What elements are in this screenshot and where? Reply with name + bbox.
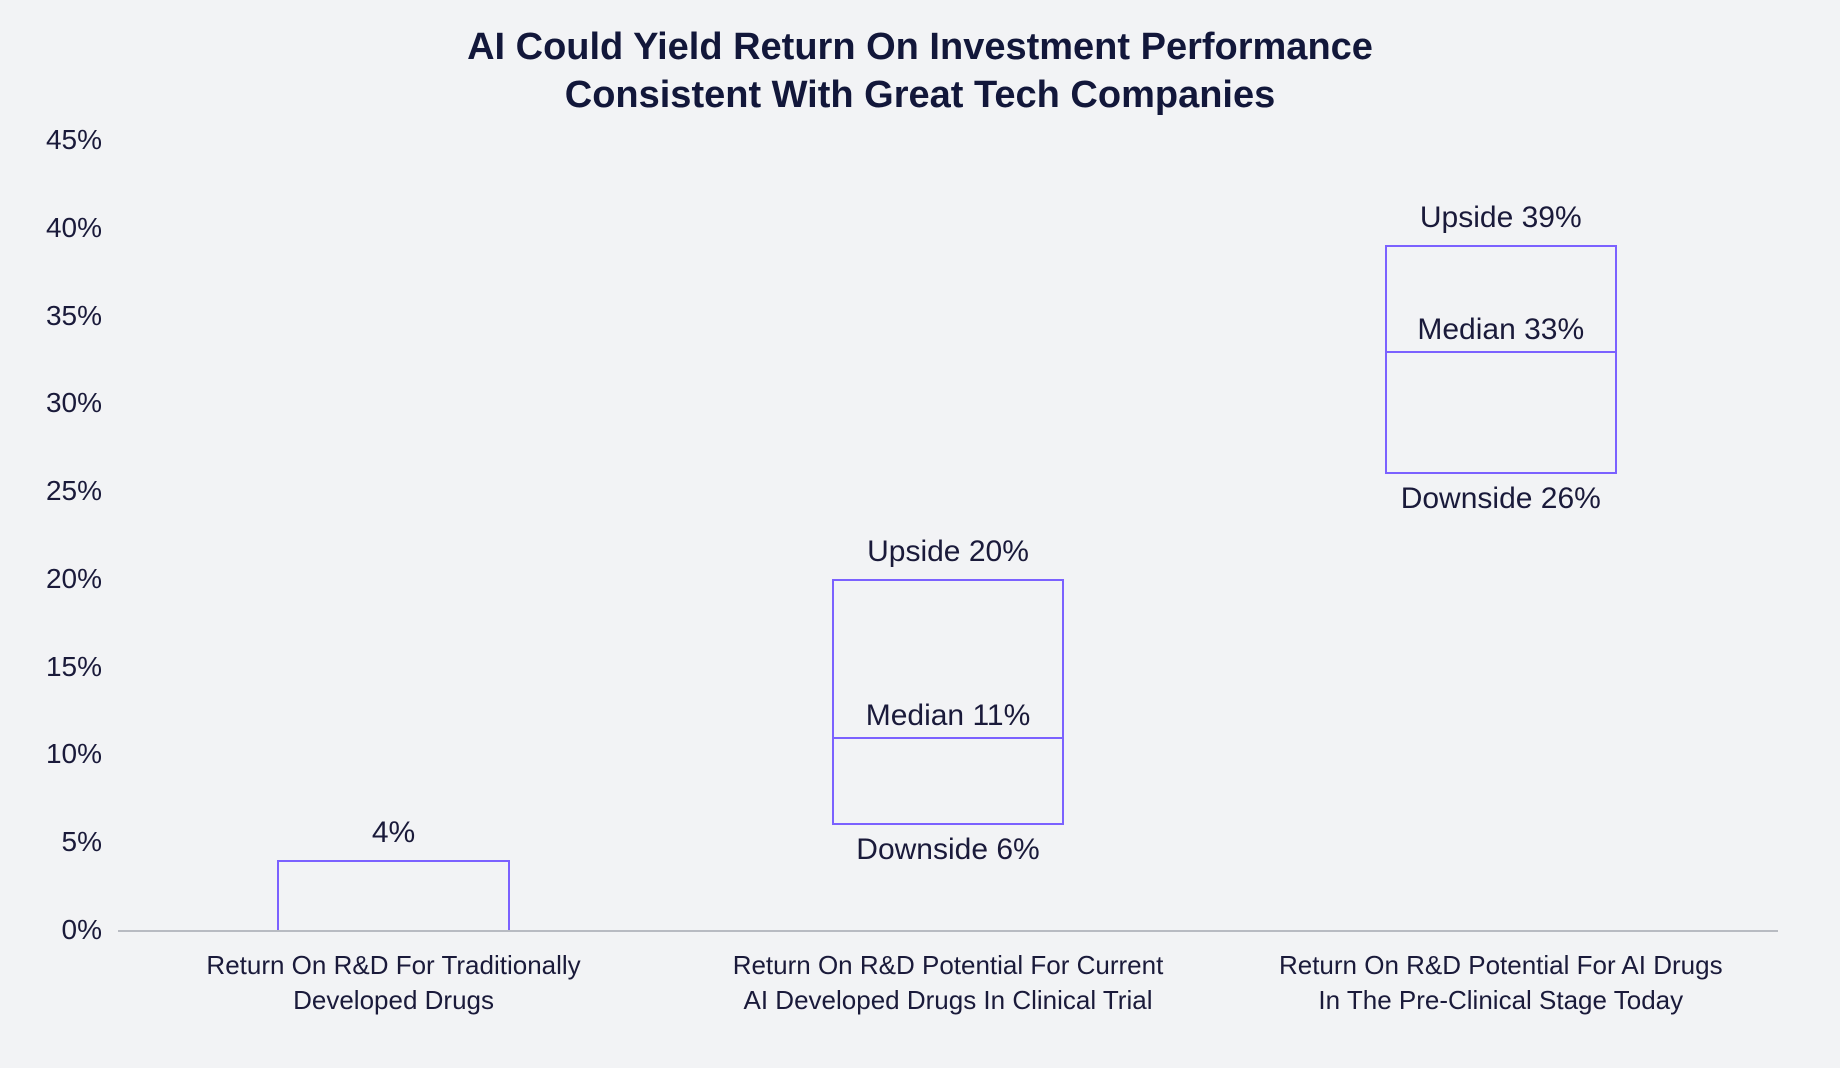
y-tick-label: 0% bbox=[62, 914, 118, 946]
upside-label: 4% bbox=[214, 816, 574, 850]
y-tick-label: 15% bbox=[46, 651, 118, 683]
median-line bbox=[1385, 351, 1617, 353]
y-tick-label: 35% bbox=[46, 300, 118, 332]
median-line bbox=[832, 737, 1064, 739]
y-tick-label: 45% bbox=[46, 124, 118, 156]
title-line-2: Consistent With Great Tech Companies bbox=[565, 74, 1276, 116]
range-box bbox=[277, 860, 509, 930]
y-tick-label: 10% bbox=[46, 738, 118, 770]
upside-label: Upside 39% bbox=[1321, 201, 1681, 235]
downside-label: Downside 6% bbox=[768, 833, 1128, 867]
range-box bbox=[1385, 245, 1617, 473]
plot-area: 0%5%10%15%20%25%30%35%40%45%4%Return On … bbox=[118, 140, 1778, 930]
y-tick-label: 30% bbox=[46, 387, 118, 419]
downside-label: Downside 26% bbox=[1321, 482, 1681, 516]
chart-container: AI Could Yield Return On Investment Perf… bbox=[0, 0, 1840, 1068]
y-tick-label: 5% bbox=[62, 826, 118, 858]
upside-label: Upside 20% bbox=[768, 535, 1128, 569]
median-label: Median 11% bbox=[768, 699, 1128, 733]
chart-title: AI Could Yield Return On Investment Perf… bbox=[60, 24, 1780, 119]
x-category-label: Return On R&D Potential For CurrentAI De… bbox=[688, 930, 1208, 1018]
x-category-label: Return On R&D Potential For AI DrugsIn T… bbox=[1241, 930, 1761, 1018]
y-tick-label: 20% bbox=[46, 563, 118, 595]
x-category-label: Return On R&D For TraditionallyDeveloped… bbox=[134, 930, 654, 1018]
median-label: Median 33% bbox=[1321, 313, 1681, 347]
y-tick-label: 25% bbox=[46, 475, 118, 507]
title-line-1: AI Could Yield Return On Investment Perf… bbox=[467, 26, 1373, 68]
y-tick-label: 40% bbox=[46, 212, 118, 244]
